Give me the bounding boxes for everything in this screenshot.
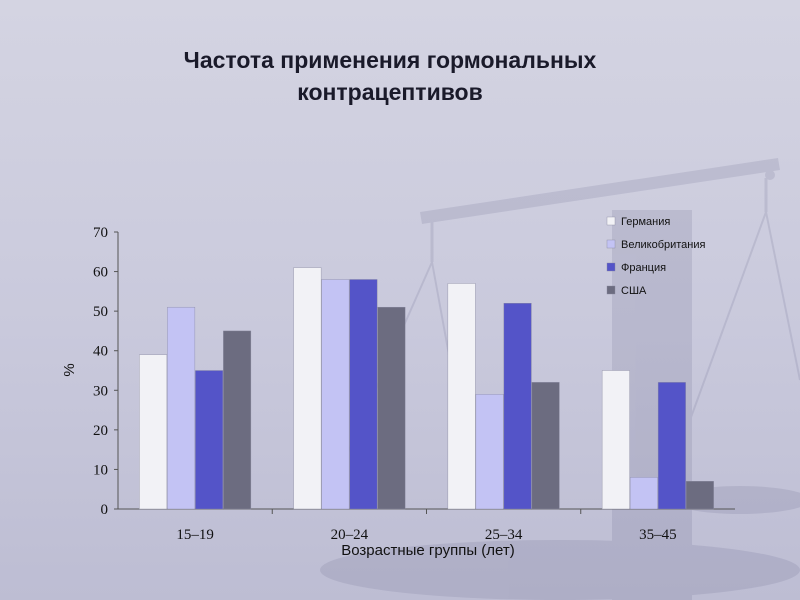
bar-2-1 (349, 279, 378, 510)
bar-3-2 (531, 382, 560, 510)
bar-3-1 (377, 306, 406, 510)
legend-label: Германия (621, 216, 670, 228)
y-tick-labels: 0 10 20 30 40 50 60 70 (93, 225, 118, 518)
bar-0-1 (293, 267, 322, 510)
y-tick-label: 50 (93, 304, 108, 320)
legend: Германия Великобритания Франция США (606, 216, 706, 297)
y-tick-label: 60 (93, 265, 108, 281)
bar-0-0 (139, 354, 168, 510)
bar-0-3 (601, 370, 630, 510)
x-category-label: 35–45 (639, 527, 677, 543)
legend-swatch (606, 285, 616, 295)
y-tick-label: 20 (93, 423, 108, 439)
x-category-label: 20–24 (331, 527, 369, 543)
bars (139, 267, 714, 510)
legend-label: Франция (621, 262, 666, 274)
title-line-2: контрацептивов (297, 79, 483, 105)
bar-0-2 (447, 283, 476, 510)
legend-swatch (606, 239, 616, 249)
legend-label: США (621, 285, 647, 297)
x-axis-title: Возрастные группы (лет) (341, 542, 514, 559)
bar-1-1 (321, 279, 350, 510)
y-tick-label: 10 (93, 462, 108, 478)
legend-label: Великобритания (621, 239, 706, 251)
bar-3-3 (685, 481, 714, 510)
bar-1-3 (629, 477, 658, 510)
y-axis-title: % (61, 363, 78, 376)
legend-swatch (606, 262, 616, 272)
bar-1-2 (475, 394, 504, 510)
x-category-labels: 15–19 20–24 25–34 35–45 (176, 509, 677, 543)
bar-3-0 (223, 330, 252, 510)
bar-2-2 (503, 303, 532, 510)
bar-1-0 (167, 306, 196, 510)
x-category-label: 25–34 (485, 527, 523, 543)
legend-swatch (606, 216, 616, 226)
y-tick-label: 40 (93, 344, 108, 360)
title-line-1: Частота применения гормональных (183, 47, 597, 73)
y-tick-label: 70 (93, 225, 108, 241)
bar-2-3 (657, 382, 686, 510)
slide-title: Частота применения гормональных контраце… (150, 44, 630, 108)
x-category-label: 15–19 (176, 527, 214, 543)
bar-2-0 (195, 370, 224, 510)
y-tick-label: 30 (93, 383, 108, 399)
y-tick-label: 0 (101, 502, 109, 518)
y-axis: 0 10 20 30 40 50 60 70 (93, 225, 119, 518)
